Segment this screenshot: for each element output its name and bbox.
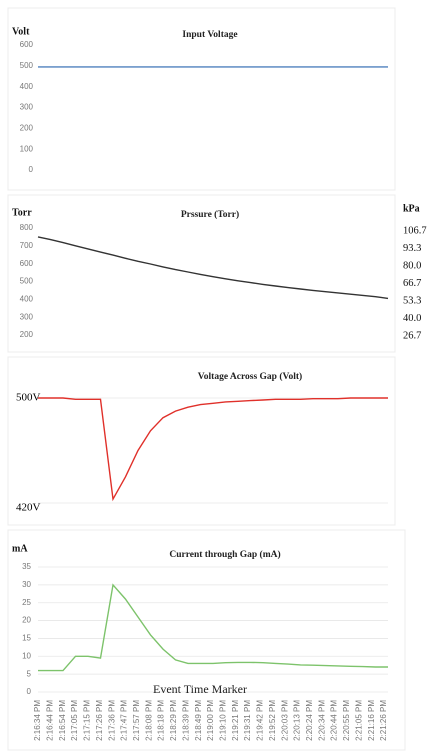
y-tick-label: 300 — [20, 103, 34, 112]
y-tick-label: 600 — [20, 259, 34, 268]
panel — [7, 7, 396, 191]
x-tick-label: 2:19:10 PM — [218, 700, 227, 741]
x-tick-label: 2:20:34 PM — [317, 700, 326, 741]
y2-tick-label: 80.0 — [403, 260, 421, 271]
y-tick-label: 10 — [22, 651, 31, 660]
y-tick-label: 15 — [22, 634, 31, 643]
x-tick-label: 2:17:05 PM — [70, 700, 79, 741]
x-tick-label: 2:17:15 PM — [83, 700, 92, 741]
x-tick-label: 2:17:26 PM — [95, 700, 104, 741]
panel — [7, 194, 396, 353]
y-tick-label: 500 — [20, 61, 34, 70]
x-tick-label: 2:18:08 PM — [144, 700, 153, 741]
y-tick-label: 25 — [22, 598, 31, 607]
x-tick-label: 2:19:52 PM — [268, 700, 277, 741]
x-tick-label: 2:17:57 PM — [132, 700, 141, 741]
x-tick-label: 2:16:44 PM — [45, 700, 54, 741]
y-tick-label: 5 — [27, 669, 32, 678]
x-tick-label: 2:18:29 PM — [169, 700, 178, 741]
series-line — [38, 583, 388, 672]
x-tick-label: 2:17:36 PM — [107, 700, 116, 741]
series-line — [37, 236, 389, 300]
x-tick-label: 2:21:26 PM — [379, 700, 388, 741]
y-tick-label: 100 — [20, 144, 34, 153]
y-tick-label: 500V — [16, 392, 41, 404]
x-tick-label: 2:18:39 PM — [181, 700, 190, 741]
x-tick-label: 2:21:16 PM — [367, 700, 376, 741]
x-tick-label: 2:17:47 PM — [120, 700, 129, 741]
y-tick-label: 800 — [20, 223, 34, 232]
chart-title: Prssure (Torr) — [181, 209, 239, 220]
y-tick-label: 600 — [20, 40, 34, 49]
x-tick-label: 2:18:18 PM — [157, 700, 166, 741]
x-tick-label: 2:20:55 PM — [342, 700, 351, 741]
y2-tick-label: 40.0 — [403, 313, 421, 324]
y-tick-label: 700 — [20, 241, 34, 250]
y-tick-label: 500 — [20, 277, 34, 286]
x-tick-label: 2:19:42 PM — [256, 700, 265, 741]
y2-tick-label: 93.3 — [403, 243, 421, 254]
y-axis-label: mA — [12, 543, 28, 554]
x-tick-label: 2:19:00 PM — [206, 700, 215, 741]
x-tick-label: 2:20:24 PM — [305, 700, 314, 741]
x-tick-label: 2:21:05 PM — [354, 700, 363, 741]
chart-title: Input Voltage — [182, 30, 237, 40]
x-tick-label: 2:19:31 PM — [243, 700, 252, 741]
y2-tick-label: 106.7 — [403, 225, 427, 236]
y-tick-label: 200 — [20, 330, 34, 339]
y-tick-label: 35 — [22, 562, 31, 571]
y-tick-label: 400 — [20, 82, 34, 91]
chart-title: Current through Gap (mA) — [169, 549, 280, 560]
y-tick-label: 0 — [29, 165, 34, 174]
x-tick-label: 2:18:49 PM — [194, 700, 203, 741]
x-tick-label: 2:16:54 PM — [58, 700, 67, 741]
y-tick-label: 200 — [20, 123, 34, 132]
x-tick-label: 2:20:44 PM — [330, 700, 339, 741]
x-tick-label: 2:16:34 PM — [33, 700, 42, 741]
y-tick-label: 20 — [22, 616, 31, 625]
panel — [7, 356, 396, 526]
y-axis-label: Torr — [12, 207, 32, 218]
x-tick-label: 2:19:21 PM — [231, 700, 240, 741]
y-tick-label: 30 — [22, 580, 31, 589]
x-tick-label: 2:20:03 PM — [280, 700, 289, 741]
x-axis-label: Event Time Marker — [153, 682, 247, 696]
y2-tick-label: 53.3 — [403, 295, 421, 306]
y-tick-label: 300 — [20, 312, 34, 321]
y2-axis-label: kPa — [403, 203, 420, 214]
y2-tick-label: 66.7 — [403, 278, 421, 289]
y-tick-label: 0 — [27, 687, 32, 696]
y2-tick-label: 26.7 — [403, 330, 421, 341]
y-tick-label: 400 — [20, 294, 34, 303]
chart-title: Voltage Across Gap (Volt) — [198, 371, 302, 382]
y-tick-label: 420V — [16, 502, 41, 514]
series-line — [38, 397, 388, 502]
x-tick-label: 2:20:13 PM — [293, 700, 302, 741]
y-axis-label: Volt — [12, 26, 30, 37]
